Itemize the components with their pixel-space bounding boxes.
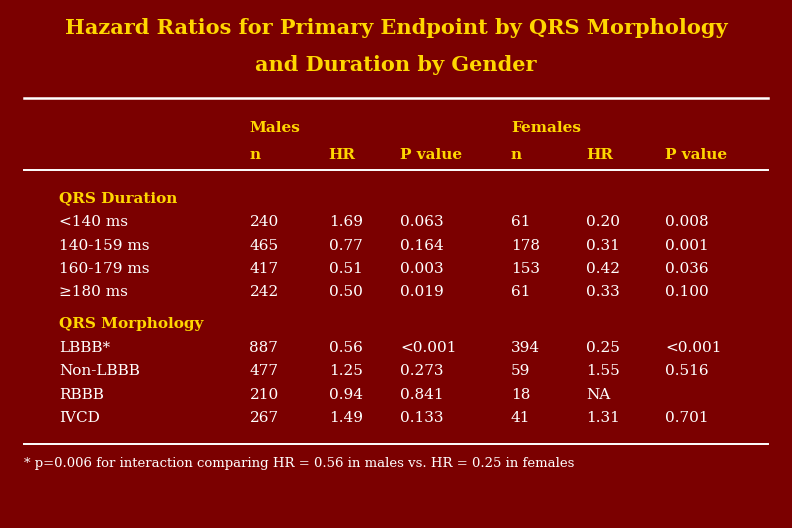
Text: 240: 240	[249, 215, 279, 230]
Text: IVCD: IVCD	[59, 411, 101, 425]
Text: HR: HR	[329, 148, 356, 162]
Text: <140 ms: <140 ms	[59, 215, 128, 230]
Text: 1.25: 1.25	[329, 364, 363, 379]
Text: Non-LBBB: Non-LBBB	[59, 364, 140, 379]
Text: 0.273: 0.273	[400, 364, 444, 379]
Text: 887: 887	[249, 341, 278, 355]
Text: 0.94: 0.94	[329, 388, 363, 402]
Text: and Duration by Gender: and Duration by Gender	[255, 55, 537, 76]
Text: 0.42: 0.42	[586, 262, 620, 276]
Text: 0.516: 0.516	[665, 364, 709, 379]
Text: LBBB*: LBBB*	[59, 341, 111, 355]
Text: Hazard Ratios for Primary Endpoint by QRS Morphology: Hazard Ratios for Primary Endpoint by QR…	[65, 18, 727, 39]
Text: 465: 465	[249, 239, 279, 253]
Text: 242: 242	[249, 285, 279, 299]
Text: 267: 267	[249, 411, 279, 425]
Text: 1.69: 1.69	[329, 215, 363, 230]
Text: n: n	[511, 148, 522, 162]
Text: QRS Duration: QRS Duration	[59, 191, 177, 205]
Text: 0.33: 0.33	[586, 285, 620, 299]
Text: NA: NA	[586, 388, 611, 402]
Text: 210: 210	[249, 388, 279, 402]
Text: n: n	[249, 148, 261, 162]
Text: 59: 59	[511, 364, 530, 379]
Text: 0.063: 0.063	[400, 215, 444, 230]
Text: * p=0.006 for interaction comparing HR = 0.56 in males vs. HR = 0.25 in females: * p=0.006 for interaction comparing HR =…	[24, 457, 574, 470]
Text: 0.51: 0.51	[329, 262, 363, 276]
Text: Males: Males	[249, 121, 300, 136]
Text: 0.31: 0.31	[586, 239, 620, 253]
Text: <0.001: <0.001	[400, 341, 456, 355]
Text: 0.100: 0.100	[665, 285, 709, 299]
Text: 0.164: 0.164	[400, 239, 444, 253]
Text: 0.019: 0.019	[400, 285, 444, 299]
Text: 0.001: 0.001	[665, 239, 709, 253]
Text: 0.003: 0.003	[400, 262, 444, 276]
Text: HR: HR	[586, 148, 613, 162]
Text: 394: 394	[511, 341, 540, 355]
Text: P value: P value	[665, 148, 727, 162]
Text: 477: 477	[249, 364, 279, 379]
Text: 61: 61	[511, 285, 531, 299]
Text: 0.50: 0.50	[329, 285, 363, 299]
Text: RBBB: RBBB	[59, 388, 105, 402]
Text: 0.20: 0.20	[586, 215, 620, 230]
Text: 0.008: 0.008	[665, 215, 709, 230]
Text: 160-179 ms: 160-179 ms	[59, 262, 150, 276]
Text: 140-159 ms: 140-159 ms	[59, 239, 150, 253]
Text: 1.49: 1.49	[329, 411, 363, 425]
Text: 0.841: 0.841	[400, 388, 444, 402]
Text: 153: 153	[511, 262, 540, 276]
Text: 178: 178	[511, 239, 540, 253]
Text: 0.25: 0.25	[586, 341, 620, 355]
Text: 0.036: 0.036	[665, 262, 709, 276]
Text: Females: Females	[511, 121, 581, 136]
Text: 0.56: 0.56	[329, 341, 363, 355]
Text: 1.31: 1.31	[586, 411, 620, 425]
Text: <0.001: <0.001	[665, 341, 722, 355]
Text: ≥180 ms: ≥180 ms	[59, 285, 128, 299]
Text: 61: 61	[511, 215, 531, 230]
Text: P value: P value	[400, 148, 462, 162]
Text: QRS Morphology: QRS Morphology	[59, 317, 204, 331]
Text: 1.55: 1.55	[586, 364, 620, 379]
Text: 417: 417	[249, 262, 279, 276]
Text: 0.77: 0.77	[329, 239, 363, 253]
Text: 0.701: 0.701	[665, 411, 709, 425]
Text: 41: 41	[511, 411, 531, 425]
Text: 18: 18	[511, 388, 530, 402]
Text: 0.133: 0.133	[400, 411, 444, 425]
